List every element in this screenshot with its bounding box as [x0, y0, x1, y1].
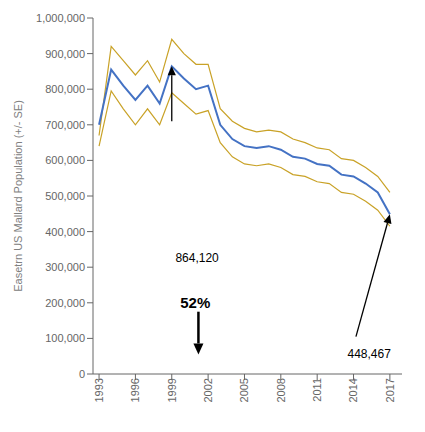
- svg-text:Easetrn US Mallard Population: Easetrn US Mallard Population (+/- SE): [12, 100, 24, 292]
- svg-text:1993: 1993: [93, 378, 105, 402]
- svg-text:700,000: 700,000: [45, 119, 85, 131]
- svg-text:2008: 2008: [275, 378, 287, 402]
- svg-text:400,000: 400,000: [45, 226, 85, 238]
- svg-text:200,000: 200,000: [45, 297, 85, 309]
- svg-text:500,000: 500,000: [45, 190, 85, 202]
- svg-text:2005: 2005: [238, 378, 250, 402]
- svg-text:2002: 2002: [202, 378, 214, 402]
- svg-text:100,000: 100,000: [45, 332, 85, 344]
- svg-text:600,000: 600,000: [45, 154, 85, 166]
- svg-text:1,000,000: 1,000,000: [36, 12, 85, 24]
- svg-text:52%: 52%: [180, 294, 210, 311]
- svg-text:1999: 1999: [166, 378, 178, 402]
- svg-text:800,000: 800,000: [45, 83, 85, 95]
- svg-text:2011: 2011: [311, 378, 323, 402]
- svg-text:2014: 2014: [347, 378, 359, 402]
- svg-text:448,467: 448,467: [347, 347, 391, 361]
- svg-text:300,000: 300,000: [45, 261, 85, 273]
- svg-text:1996: 1996: [129, 378, 141, 402]
- svg-text:0: 0: [79, 368, 85, 380]
- svg-text:864,120: 864,120: [175, 251, 219, 265]
- svg-text:2017: 2017: [384, 378, 396, 402]
- svg-text:900,000: 900,000: [45, 48, 85, 60]
